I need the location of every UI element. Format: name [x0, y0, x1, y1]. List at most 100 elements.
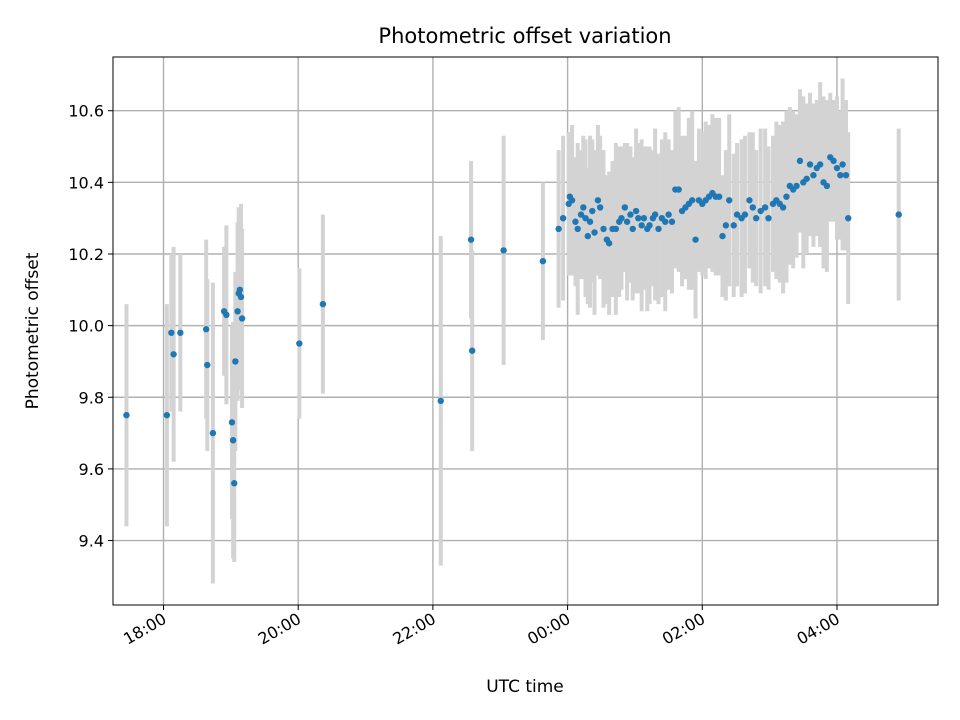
y-tick-label: 10.6 [68, 102, 104, 121]
data-point [589, 207, 596, 215]
data-point [319, 300, 327, 308]
data-point [574, 225, 581, 233]
data-point [228, 419, 236, 426]
data-point [204, 361, 211, 369]
data-point [582, 214, 589, 222]
data-point [830, 157, 837, 165]
data-point [752, 214, 760, 222]
data-point [761, 204, 769, 211]
data-point [823, 182, 831, 190]
data-point [730, 222, 737, 229]
y-axis-label: Photometric offset [23, 252, 43, 409]
data-point [895, 211, 902, 218]
data-point [726, 197, 733, 204]
data-point [646, 222, 653, 229]
y-tick-label: 10.0 [68, 317, 104, 336]
data-point [627, 211, 634, 218]
data-point [584, 232, 591, 240]
data-point [741, 211, 749, 218]
data-point [839, 161, 846, 168]
data-point [692, 236, 699, 243]
data-point [568, 197, 576, 204]
data-point [123, 411, 130, 419]
data-point [749, 204, 756, 211]
data-point [621, 204, 629, 211]
data-point [168, 329, 175, 336]
data-point [177, 329, 184, 336]
data-point [467, 236, 475, 243]
data-point [733, 211, 741, 218]
data-point [209, 429, 217, 437]
data-point [232, 358, 239, 365]
data-point [722, 222, 730, 229]
data-point [833, 164, 841, 172]
data-point [662, 218, 669, 225]
data-point [635, 214, 642, 222]
data-point [719, 232, 726, 240]
data-point [632, 207, 640, 215]
data-point [779, 204, 787, 211]
data-point [223, 311, 230, 319]
data-point [618, 214, 625, 222]
data-point [591, 229, 598, 236]
data-point [596, 204, 604, 211]
data-point [594, 197, 602, 204]
data-point [793, 182, 800, 190]
data-point [803, 175, 810, 182]
data-point [559, 214, 567, 222]
data-point [163, 411, 171, 419]
data-point [688, 197, 696, 204]
data-point [296, 340, 303, 347]
data-point [623, 218, 631, 225]
y-tick-label: 10.2 [68, 245, 104, 264]
data-point [437, 397, 444, 405]
data-point [665, 211, 672, 218]
data-point [236, 286, 244, 294]
data-point [715, 193, 723, 200]
y-tick-label: 10.4 [68, 173, 104, 192]
y-axis: 9.4 9.6 9.8 10.0 10.2 10.4 10.6 [68, 102, 113, 551]
data-point [629, 225, 636, 233]
y-tick-label: 9.8 [79, 388, 104, 407]
chart-title: Photometric offset variation [378, 24, 671, 48]
data-point [842, 171, 850, 179]
data-point [600, 225, 607, 233]
data-point [234, 308, 241, 315]
data-point [765, 214, 772, 222]
data-point [468, 347, 476, 354]
data-point [577, 211, 585, 218]
data-point [783, 193, 790, 200]
data-point [612, 225, 620, 233]
data-point [237, 293, 245, 301]
data-point [605, 240, 613, 247]
data-point [580, 204, 587, 211]
data-point [806, 161, 814, 168]
data-point [229, 437, 237, 444]
data-points [123, 154, 902, 487]
data-point [586, 218, 594, 225]
data-point [675, 186, 682, 193]
data-point [202, 326, 210, 333]
data-point [572, 218, 579, 225]
data-point [238, 315, 246, 322]
data-point [655, 225, 662, 233]
data-point [816, 161, 824, 168]
data-point [810, 171, 817, 179]
data-point [539, 257, 547, 265]
data-point [757, 207, 764, 215]
data-point [845, 214, 852, 222]
data-point [837, 171, 844, 179]
x-axis-label: UTC time [486, 677, 564, 697]
data-point [746, 197, 753, 204]
y-tick-label: 9.6 [79, 460, 104, 479]
data-point [651, 211, 659, 218]
data-point [640, 214, 648, 222]
data-point [638, 222, 645, 229]
data-point [555, 225, 562, 233]
y-tick-label: 9.4 [79, 532, 104, 551]
data-point [796, 157, 804, 165]
data-point [170, 351, 177, 358]
data-point [668, 218, 676, 225]
data-point [500, 247, 507, 254]
